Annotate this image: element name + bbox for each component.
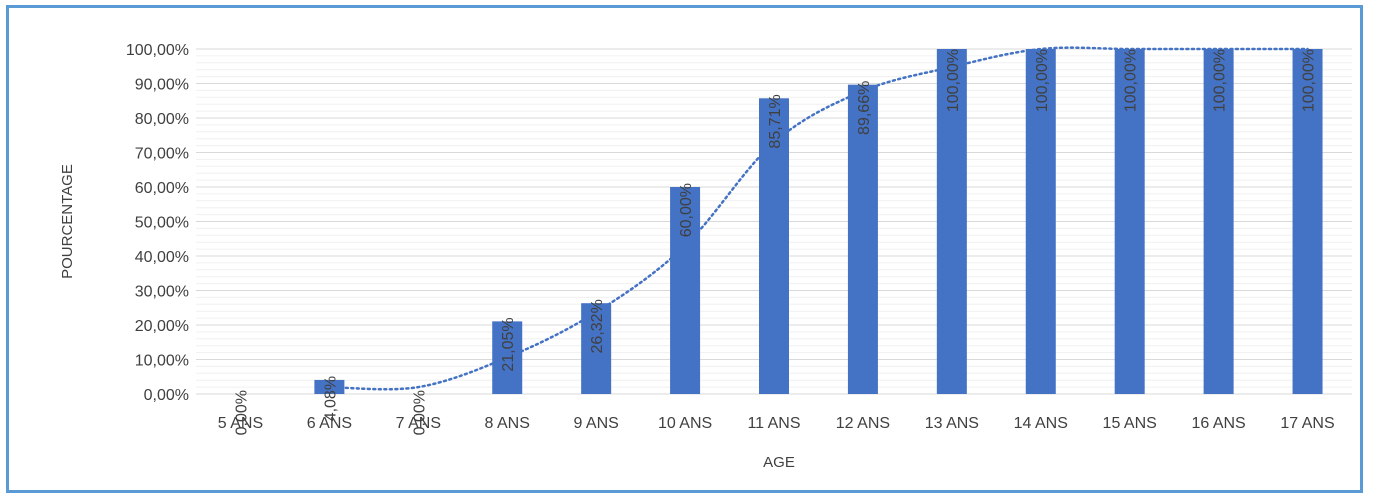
data-label: 100,00% bbox=[1212, 49, 1229, 112]
x-tick-label: 15 ANS bbox=[1103, 415, 1157, 432]
y-axis-ticks: 0,00% 10,00% 20,00% 30,00% 40,00% 50,00% 60,00… bbox=[126, 42, 189, 404]
x-tick-label: 17 ANS bbox=[1280, 415, 1334, 432]
x-tick-label: 8 ANS bbox=[485, 415, 530, 432]
data-label: 4,08% bbox=[322, 376, 339, 421]
data-label: 100,00% bbox=[1034, 49, 1051, 112]
y-tick-label: 40,00% bbox=[135, 249, 189, 266]
data-label: 89,66% bbox=[856, 81, 873, 135]
chart-frame: 0,00% 4,08% 0,00% 21,05% 26,32% 60,00% 85,71% 8… bbox=[6, 5, 1363, 493]
x-tick-label: 13 ANS bbox=[925, 415, 979, 432]
y-tick-label: 100,00% bbox=[126, 42, 189, 59]
x-tick-label: 6 ANS bbox=[307, 415, 352, 432]
x-tick-label: 7 ANS bbox=[396, 415, 441, 432]
x-tick-label: 11 ANS bbox=[747, 415, 800, 432]
data-label: 21,05% bbox=[500, 317, 517, 371]
bar bbox=[670, 187, 701, 394]
bar bbox=[847, 84, 878, 394]
bar bbox=[1203, 49, 1234, 394]
x-tick-label: 16 ANS bbox=[1191, 415, 1245, 432]
x-axis-ticks: 5 ANS 6 ANS 7 ANS 8 ANS 9 ANS 10 ANS 11 ANS 12 … bbox=[218, 415, 1335, 432]
bar bbox=[936, 49, 967, 394]
bar bbox=[1025, 49, 1056, 394]
x-tick-label: 10 ANS bbox=[658, 415, 712, 432]
bar-chart: 0,00% 4,08% 0,00% 21,05% 26,32% 60,00% 85,71% 8… bbox=[59, 42, 1352, 471]
y-axis-label: POURCENTAGE bbox=[59, 164, 76, 279]
y-tick-label: 80,00% bbox=[135, 111, 189, 128]
data-label: 100,00% bbox=[945, 49, 962, 112]
x-tick-label: 9 ANS bbox=[573, 415, 618, 432]
x-tick-label: 12 ANS bbox=[836, 415, 890, 432]
x-tick-label: 5 ANS bbox=[218, 415, 263, 432]
bar-series bbox=[314, 49, 1323, 394]
y-tick-label: 90,00% bbox=[135, 77, 189, 94]
data-label: 100,00% bbox=[1301, 49, 1318, 112]
y-tick-label: 10,00% bbox=[135, 353, 189, 370]
bar bbox=[1114, 49, 1145, 394]
y-tick-label: 60,00% bbox=[135, 180, 189, 197]
y-tick-label: 20,00% bbox=[135, 318, 189, 335]
data-labels: 0,00% 4,08% 0,00% 21,05% 26,32% 60,00% 85,71% 8… bbox=[233, 49, 1317, 435]
x-tick-label: 14 ANS bbox=[1014, 415, 1068, 432]
bar bbox=[1292, 49, 1323, 394]
y-tick-label: 70,00% bbox=[135, 146, 189, 163]
x-axis-label: AGE bbox=[763, 454, 795, 471]
y-tick-label: 0,00% bbox=[144, 387, 189, 404]
data-label: 0,00% bbox=[411, 390, 428, 435]
trendline bbox=[328, 46, 1309, 391]
data-label: 100,00% bbox=[1123, 49, 1140, 112]
data-label: 85,71% bbox=[767, 94, 784, 148]
data-label: 0,00% bbox=[233, 390, 250, 435]
y-tick-label: 30,00% bbox=[135, 284, 189, 301]
data-label: 26,32% bbox=[589, 299, 606, 353]
bar bbox=[759, 98, 789, 394]
y-tick-label: 50,00% bbox=[135, 215, 189, 232]
data-label: 60,00% bbox=[678, 183, 695, 237]
